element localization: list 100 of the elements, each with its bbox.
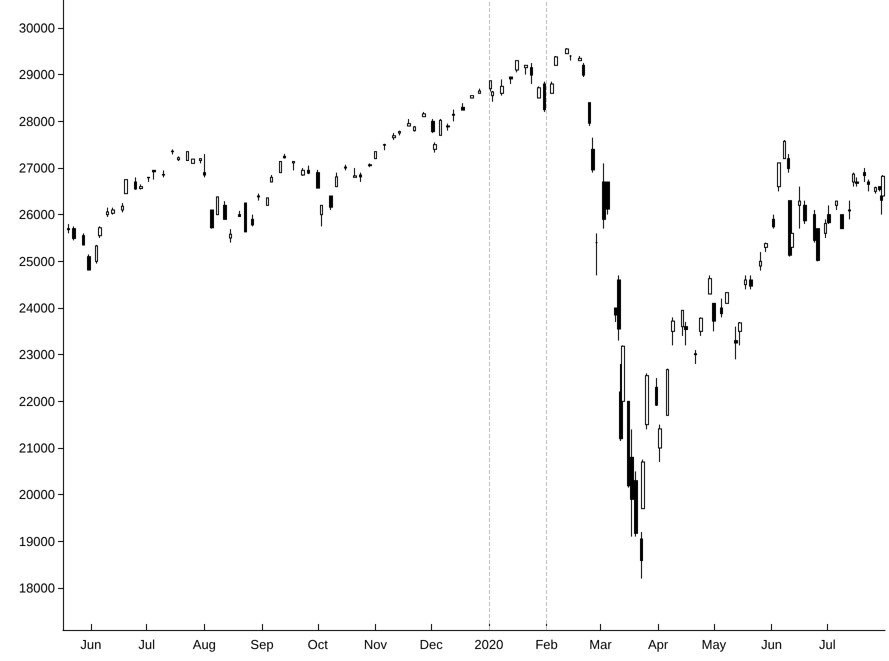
candlestick (301, 168, 305, 176)
candlestick (316, 169, 320, 189)
candlestick (582, 62, 585, 78)
candlestick (292, 160, 295, 171)
candlestick (433, 142, 437, 154)
candlestick (251, 214, 254, 227)
y-tick-label: 23000 (18, 347, 55, 362)
y-tick-label: 21000 (18, 440, 55, 456)
candlestick (413, 126, 416, 132)
y-tick-label: 27000 (18, 160, 55, 176)
candlestick (671, 316, 675, 346)
candlestick (863, 168, 866, 182)
candlestick (554, 56, 558, 66)
candlestick (524, 64, 528, 76)
candlestick (320, 204, 323, 227)
candlestick (578, 56, 582, 62)
candlestick (569, 54, 572, 62)
candlestick (439, 118, 442, 136)
candlestick (270, 174, 273, 182)
candlestick (359, 172, 362, 182)
candlestick (171, 148, 174, 155)
candlestick (139, 184, 143, 190)
candlestick (708, 274, 712, 294)
candlestick (852, 172, 855, 188)
candlestick (744, 274, 747, 290)
candlestick (335, 172, 338, 188)
candlestick (111, 207, 115, 216)
candlestick (641, 459, 645, 510)
candlestick (515, 60, 519, 73)
candlestick (867, 179, 870, 192)
candlestick (203, 154, 206, 178)
candlestick (307, 165, 310, 175)
x-tick-label: Oct (308, 637, 328, 652)
candlestick (279, 160, 282, 174)
y-tick-label: 24000 (18, 300, 55, 316)
candlestick (537, 86, 541, 98)
candlestick (470, 95, 474, 98)
candlestick (764, 242, 768, 252)
candlestick (712, 302, 716, 332)
x-tick-label: Jun (761, 637, 782, 652)
candlestick (82, 232, 85, 246)
x-tick-label: Dec (420, 637, 444, 652)
candlestick (500, 78, 504, 96)
candlestick (223, 200, 227, 220)
candlestick (283, 154, 286, 160)
x-tick-label: Jun (80, 637, 102, 652)
candlestick (446, 123, 450, 132)
candlestick (509, 76, 513, 84)
candlestick (244, 202, 247, 232)
candlestick (803, 200, 807, 224)
candlestick (734, 326, 738, 360)
candlestick (266, 197, 269, 206)
candlestick (720, 298, 723, 318)
candlestick (257, 193, 260, 202)
candlestick (162, 170, 165, 178)
candlestick (199, 158, 202, 164)
candlestick (772, 214, 775, 230)
y-tick-label: 25000 (18, 254, 55, 269)
candlestick (550, 81, 554, 94)
y-tick-label: 22000 (18, 394, 55, 409)
x-tick-label: Feb (535, 637, 558, 652)
candlestick (588, 102, 591, 126)
candlestick (72, 226, 76, 241)
candlestick (98, 226, 102, 238)
candlestick (134, 176, 137, 190)
candlestick (602, 162, 606, 230)
candlestick (374, 151, 377, 160)
y-tick-label: 18000 (18, 580, 55, 596)
candlestick (329, 196, 333, 210)
candlestick (398, 130, 401, 136)
candlestick (191, 158, 195, 164)
candlestick (210, 210, 214, 230)
x-tick-label: Sep (250, 637, 274, 652)
candlestick (152, 170, 156, 180)
x-tick-label: Nov (364, 637, 388, 652)
candlestick (67, 224, 70, 234)
y-tick-label: 20000 (18, 487, 55, 502)
candlestick (186, 151, 189, 162)
y-tick-label: 19000 (18, 534, 55, 549)
x-tick-label: Jul (819, 637, 836, 652)
candlestick (229, 228, 232, 244)
candlestick (461, 102, 465, 111)
candlestick (645, 372, 649, 430)
candlestick (238, 210, 241, 218)
candlestick (147, 176, 150, 182)
x-tick-label: May (702, 637, 727, 652)
candlestick (422, 112, 426, 118)
candlestick (124, 179, 128, 194)
candlestick (530, 62, 533, 84)
candlestick (699, 316, 703, 336)
candlestick (368, 162, 372, 168)
candlestick (855, 176, 859, 188)
y-tick-label: 26000 (18, 207, 55, 222)
x-tick-label: Apr (648, 637, 669, 652)
candlestick (431, 118, 435, 134)
candlestick (874, 186, 877, 194)
x-tick-label: Mar (589, 637, 612, 652)
candlestick (565, 48, 569, 54)
candlestick (121, 202, 124, 213)
candlestick (835, 200, 838, 210)
